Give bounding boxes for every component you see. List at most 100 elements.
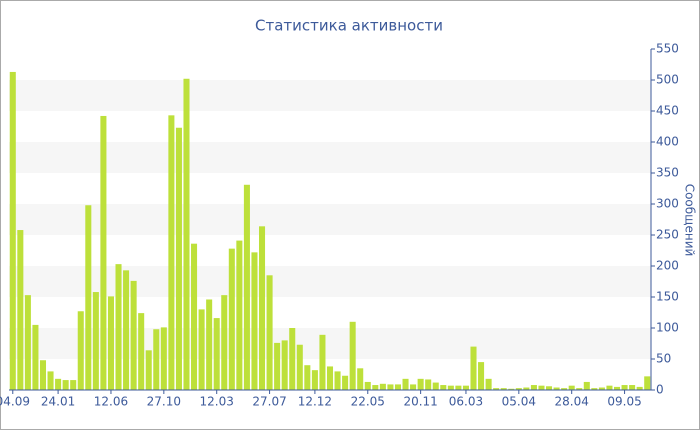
- bar: [379, 383, 386, 390]
- bar: [311, 370, 318, 390]
- bar: [629, 385, 636, 390]
- bar: [394, 384, 401, 390]
- y-tick-label: 300: [656, 197, 679, 211]
- bar: [644, 376, 651, 390]
- bar: [100, 115, 107, 391]
- bar: [500, 388, 507, 390]
- bar: [39, 360, 47, 390]
- bar: [515, 388, 522, 390]
- bar: [92, 292, 99, 390]
- x-tick-label: 24.01: [41, 395, 75, 409]
- bar: [576, 388, 583, 390]
- bar: [251, 252, 258, 390]
- bar: [206, 299, 213, 390]
- bar: [440, 385, 447, 390]
- bar: [598, 387, 605, 390]
- bar: [372, 385, 379, 390]
- bar: [221, 295, 228, 390]
- x-tick-label: 12.03: [200, 395, 234, 409]
- x-tick-label: 12.06: [94, 395, 128, 409]
- bar: [183, 78, 190, 390]
- x-tick-label: 05.04: [502, 395, 536, 409]
- bar: [493, 388, 500, 390]
- bar: [289, 328, 296, 390]
- grid-band: [9, 80, 651, 111]
- x-tick-label: 27.07: [252, 395, 286, 409]
- y-tick-label: 500: [656, 73, 679, 87]
- bar: [478, 362, 485, 390]
- bar: [613, 386, 621, 390]
- bar: [266, 275, 273, 390]
- bar: [568, 385, 575, 390]
- bar: [145, 350, 152, 390]
- bar: [583, 381, 590, 390]
- y-tick-label: 400: [656, 135, 679, 149]
- bar: [538, 385, 545, 390]
- bar: [153, 329, 160, 390]
- bar: [107, 296, 114, 390]
- bar: [24, 295, 31, 390]
- x-tick-label: 22.05: [351, 395, 385, 409]
- bar: [342, 375, 349, 390]
- bar: [213, 318, 220, 390]
- bar: [470, 346, 477, 390]
- chart-title: Статистика активности: [255, 17, 443, 35]
- bar: [191, 243, 198, 390]
- bar: [364, 381, 371, 390]
- y-tick-label: 50: [656, 352, 671, 366]
- bar: [447, 385, 454, 390]
- bar: [77, 311, 84, 390]
- bar: [123, 270, 130, 390]
- bar: [296, 344, 303, 390]
- y-tick-label: 350: [656, 166, 679, 180]
- bar: [357, 368, 364, 390]
- y-tick-label: 550: [656, 42, 679, 56]
- bar: [546, 386, 553, 390]
- bar: [70, 380, 77, 390]
- x-tick-label: 04.09: [0, 395, 30, 409]
- grid-band: [9, 204, 651, 235]
- bar: [228, 248, 235, 390]
- bar: [606, 385, 613, 390]
- bar: [47, 371, 54, 390]
- bar: [175, 127, 182, 391]
- y-tick-label: 450: [656, 104, 679, 118]
- bar: [9, 71, 16, 390]
- bar: [425, 379, 432, 390]
- y-tick-label: 0: [656, 383, 664, 397]
- y-tick-label: 150: [656, 290, 679, 304]
- x-tick-label: 28.04: [555, 395, 589, 409]
- x-tick-label: 09.05: [607, 395, 641, 409]
- bar: [160, 327, 167, 390]
- bar: [55, 378, 62, 390]
- bar: [326, 366, 334, 390]
- bar: [417, 378, 424, 390]
- bar: [636, 386, 643, 390]
- grid-band: [9, 142, 651, 173]
- bar: [281, 340, 288, 390]
- bar: [85, 205, 92, 390]
- bar: [591, 388, 598, 390]
- x-tick-label: 12.12: [298, 395, 332, 409]
- bar: [523, 387, 530, 390]
- bar: [32, 324, 39, 390]
- y-tick-label: 250: [656, 228, 679, 242]
- bar: [485, 378, 492, 390]
- bar: [402, 378, 409, 390]
- y-tick-label: 200: [656, 259, 679, 273]
- bar: [455, 385, 462, 390]
- bar: [198, 309, 205, 390]
- bar: [168, 115, 175, 390]
- bar: [508, 388, 515, 390]
- x-tick-label: 20.11: [403, 395, 437, 409]
- bar: [387, 384, 394, 390]
- bar: [530, 385, 537, 390]
- x-tick-label: 06.03: [449, 395, 483, 409]
- bar: [243, 184, 250, 390]
- bar: [130, 280, 137, 390]
- bar: [304, 365, 311, 390]
- y-axis-label: Сообщений: [683, 184, 697, 257]
- bar: [274, 342, 281, 390]
- x-tick-label: 27.10: [147, 395, 181, 409]
